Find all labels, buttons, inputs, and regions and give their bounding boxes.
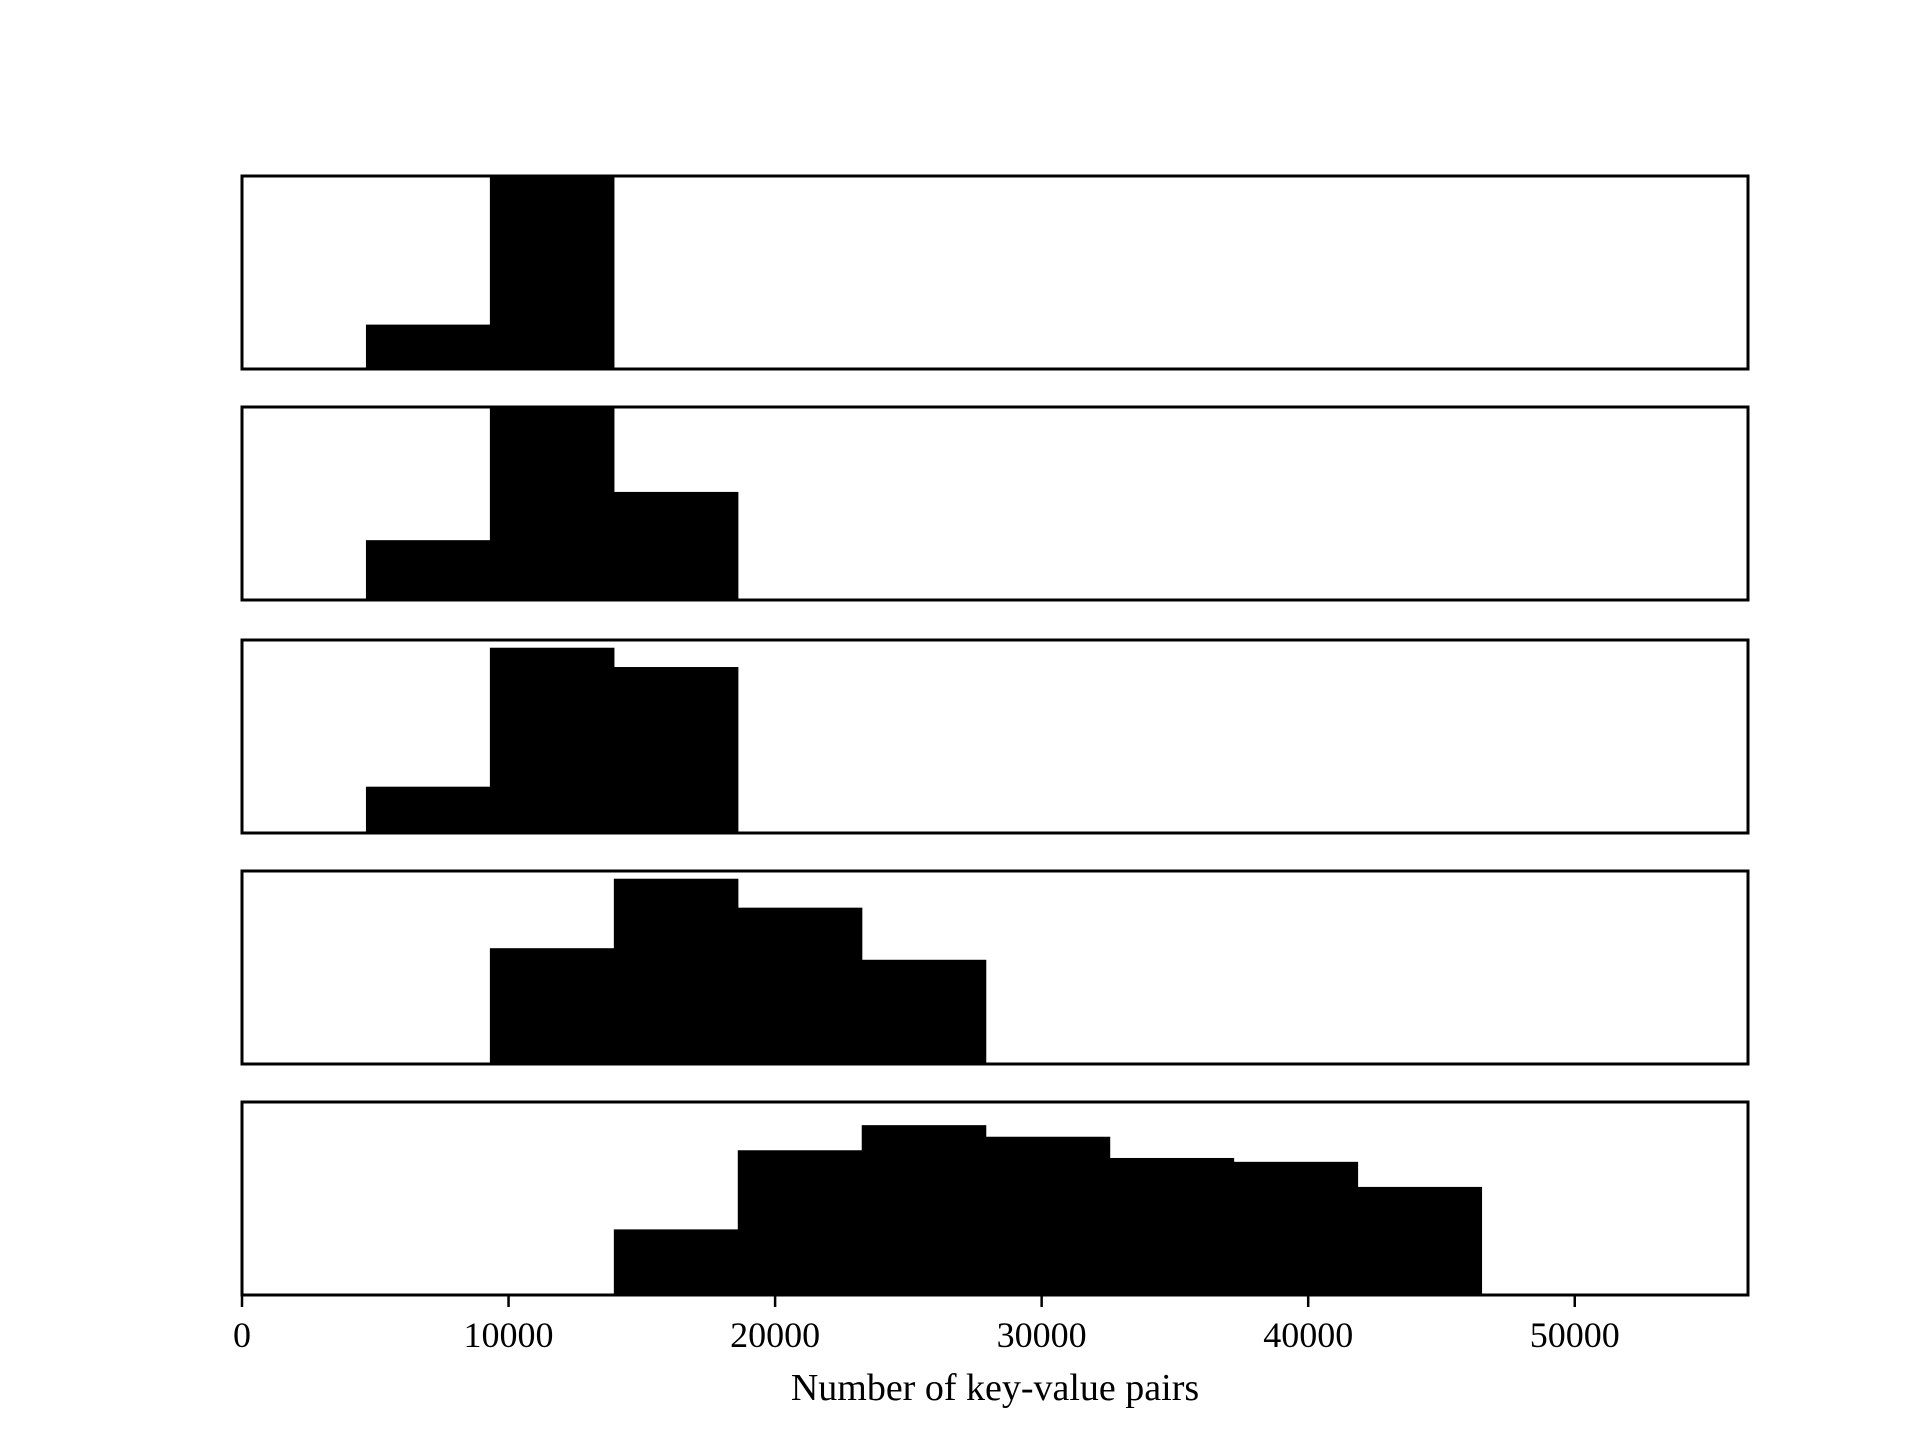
histogram-bar [613, 1229, 739, 1295]
x-tick-label: 30000 [997, 1315, 1087, 1355]
histogram-bar [1357, 1186, 1483, 1295]
x-axis: 0 10000 20000 30000 40000 50000 [233, 1295, 1620, 1355]
histogram-bar [613, 667, 739, 833]
panel-frame [240, 1100, 1750, 1297]
panel-frame [240, 638, 1750, 835]
x-tick-label: 0 [233, 1315, 251, 1355]
histogram-bar [861, 1125, 987, 1295]
histogram-bar [365, 786, 491, 833]
x-axis-label: Number of key-value pairs [791, 1367, 1199, 1409]
histogram-bar [489, 176, 615, 369]
panel-frame [240, 869, 1750, 1066]
histogram-bar [365, 540, 491, 600]
histogram-bar [737, 1150, 863, 1295]
histogram-bar [489, 407, 615, 600]
histogram-bar [1233, 1161, 1359, 1295]
panel-frame [240, 174, 1750, 371]
x-tick-label: 40000 [1263, 1315, 1353, 1355]
histogram-bar [861, 959, 987, 1064]
histogram-bar [365, 324, 491, 369]
histogram-panels [240, 174, 1750, 1297]
histogram-bar [1109, 1157, 1235, 1295]
x-tick-label: 10000 [464, 1315, 554, 1355]
histogram-panel-3 [240, 638, 1750, 835]
histogram-bar [737, 907, 863, 1064]
histogram-bar [613, 878, 739, 1064]
histogram-panel-1 [240, 174, 1750, 371]
histogram-bar [489, 948, 615, 1064]
x-tick-label: 20000 [730, 1315, 820, 1355]
panel-frame [240, 405, 1750, 602]
histogram-bar [489, 647, 615, 833]
histogram-panel-2 [240, 405, 1750, 602]
histogram-panel-4 [240, 869, 1750, 1066]
histogram-bar [613, 491, 739, 600]
histogram-bar [985, 1136, 1111, 1295]
x-tick-label: 50000 [1530, 1315, 1620, 1355]
histogram-panel-5 [240, 1100, 1750, 1297]
